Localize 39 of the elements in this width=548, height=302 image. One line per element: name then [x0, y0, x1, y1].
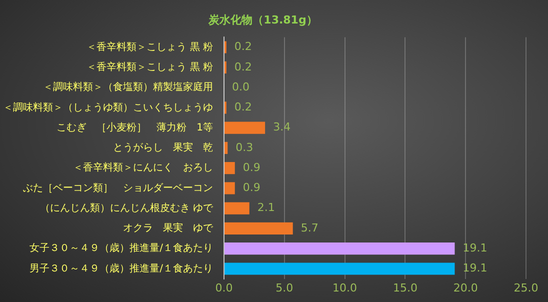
bar: [224, 182, 235, 194]
data-label: 19.1: [462, 262, 488, 275]
y-tick-label: 女子３０～４９（歳）推進量/１食あたり: [30, 242, 213, 254]
y-tick-label: （にんじん類）にんじん根皮むき ゆで: [40, 202, 214, 214]
data-label: 19.1: [462, 241, 488, 254]
bar: [224, 122, 266, 134]
y-tick-label: ＜調味料類＞（しょうゆ類）こいくちしょうゆ: [3, 101, 213, 114]
chart-title: 炭水化物（13.81g）: [208, 13, 318, 26]
data-label: 0.3: [236, 140, 254, 154]
y-tick-label: ＜香辛料類＞こしょう 黒 粉: [86, 60, 213, 73]
y-tick-label: オクラ 果実 ゆで: [123, 222, 214, 234]
x-tick-label: 10.0: [332, 281, 358, 294]
bar: [224, 262, 455, 275]
y-tick-label: とうがらし 果実 乾: [113, 142, 213, 154]
data-label: 5.7: [300, 221, 318, 234]
y-tick-label: こむぎ ［小麦粉］ 薄力粉 1等: [56, 121, 213, 134]
data-label: 0.2: [234, 60, 252, 74]
x-tick-label: 20.0: [453, 281, 478, 294]
x-tick-label: 25.0: [514, 281, 538, 294]
data-label: 0.9: [242, 160, 260, 174]
y-tick-label: ＜香辛料類＞にんにく おろし: [73, 162, 213, 174]
y-tick-label: ＜香辛料類＞こしょう 黒 粉: [86, 40, 213, 53]
y-tick-label: ＜調味料類＞（食塩類）精製塩家庭用: [43, 81, 213, 94]
x-tick-label: 5.0: [276, 281, 294, 294]
data-label: 0.2: [234, 100, 252, 114]
y-tick-label: 男子３０～４９（歳）推進量/１食あたり: [30, 262, 213, 274]
data-label: 3.4: [273, 120, 291, 134]
data-label: 0.2: [234, 40, 252, 54]
x-tick-label: 15.0: [392, 281, 418, 294]
data-label: 2.1: [257, 201, 275, 214]
y-tick-label: ぶた［ベーコン類］ ショルダーベーコン: [23, 182, 213, 194]
bar: [224, 142, 228, 154]
data-label: 0.0: [232, 80, 250, 94]
bar: [224, 202, 250, 214]
data-label: 0.9: [242, 181, 260, 194]
bar: [224, 222, 293, 235]
bar: [224, 162, 235, 174]
x-tick-label: 0.0: [215, 281, 233, 294]
bar: [224, 242, 455, 255]
